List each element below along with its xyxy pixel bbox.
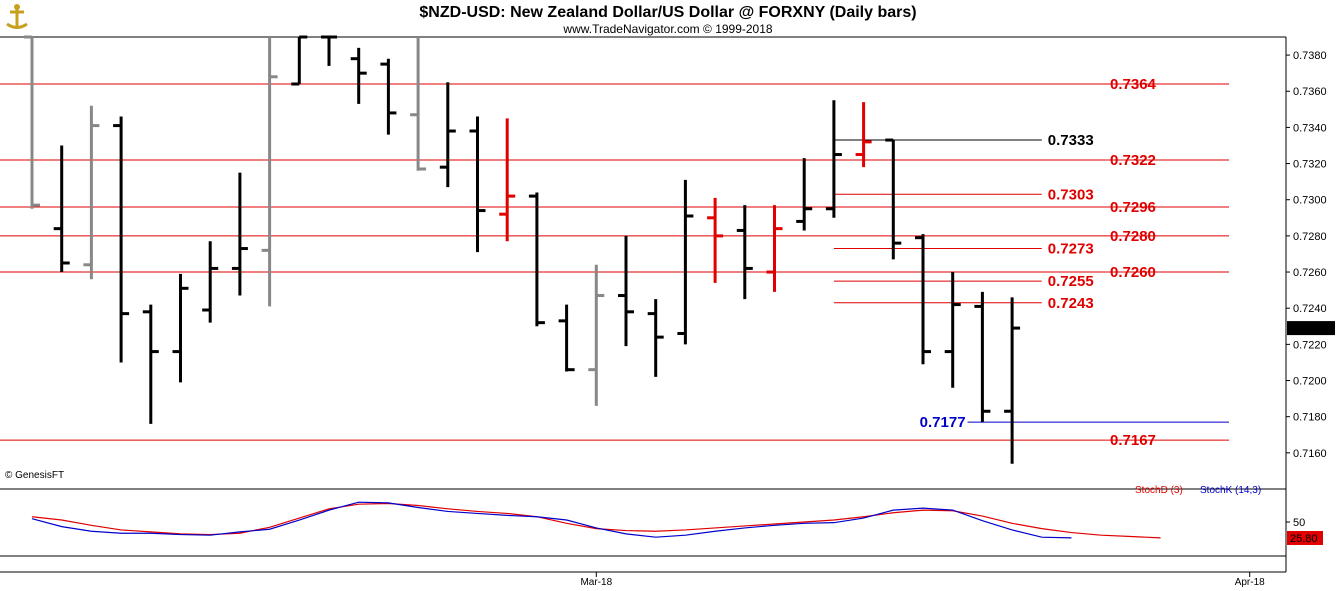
ohlc-bar-2 xyxy=(83,105,100,280)
price-tick-label-8: 0.7320 xyxy=(1293,159,1327,171)
ohlc-bar-31 xyxy=(944,272,961,388)
level-label-0: 0.7364 xyxy=(1110,76,1157,93)
stoch-legend-entry-1: StochK (14,3) xyxy=(1200,485,1261,496)
level-label-10: 0.7177 xyxy=(920,414,966,431)
ohlc-bar-7 xyxy=(231,172,248,296)
ohlc-bar-1 xyxy=(53,145,70,273)
ohlc-bar-19 xyxy=(588,264,605,406)
level-label-7: 0.7260 xyxy=(1110,264,1156,281)
date-tick-label-1: Apr-18 xyxy=(1235,577,1265,588)
chart-subtitle: www.TradeNavigator.com © 1999-2018 xyxy=(562,22,772,36)
last-price-badge xyxy=(1287,321,1335,336)
ohlc-bar-12 xyxy=(380,58,397,135)
price-tick-label-9: 0.7340 xyxy=(1293,122,1327,134)
trade-navigator-logo-icon xyxy=(5,4,29,29)
ohlc-bar-0 xyxy=(24,35,40,209)
price-axis: 0.7160 0.7180 0.7200 0.7220 0.7240 0.7260 0.72… xyxy=(1286,50,1335,460)
level-label-4: 0.7296 xyxy=(1110,199,1156,216)
ohlc-bar-18 xyxy=(558,304,575,372)
ohlc-bar-22 xyxy=(677,179,694,345)
ohlc-bar-24 xyxy=(736,205,753,300)
level-label-1: 0.7333 xyxy=(1048,132,1094,149)
ohlc-bar-29 xyxy=(885,138,902,260)
level-label-2: 0.7322 xyxy=(1110,152,1156,169)
ohlc-bar-9 xyxy=(291,35,308,86)
ohlc-bar-20 xyxy=(618,235,634,347)
stoch-tick-label-0: 50 xyxy=(1293,517,1305,529)
price-tick-label-1: 0.7180 xyxy=(1293,412,1327,424)
ohlc-bar-26 xyxy=(796,158,813,231)
price-tick-label-11: 0.7380 xyxy=(1293,50,1327,62)
price-tick-label-7: 0.7300 xyxy=(1293,195,1327,207)
price-tick-label-4: 0.7240 xyxy=(1293,303,1327,315)
chart-title: $NZD-USD: New Zealand Dollar/US Dollar @… xyxy=(419,4,916,21)
stoch-series-line-1 xyxy=(31,501,1072,539)
genesis-watermark: © GenesisFT xyxy=(5,470,64,481)
ohlc-bar-33 xyxy=(1004,297,1021,464)
stochastic-legend: StochD (3) StochK (14,3) xyxy=(1135,485,1261,496)
price-tick-label-0: 0.7160 xyxy=(1293,448,1327,460)
ohlc-bar-16 xyxy=(499,118,516,242)
price-tick-label-6: 0.7280 xyxy=(1293,231,1327,243)
ohlc-bar-23 xyxy=(707,197,724,283)
price-panel: 0.7364 0.7333 0.7322 0.7303 0.7296 0.7280 0.72… xyxy=(0,35,1335,573)
ohlc-bar-17 xyxy=(528,192,545,327)
stoch-last-value-label: 25.80 xyxy=(1290,533,1318,545)
stochastic-lines xyxy=(31,501,1161,539)
ohlc-bar-5 xyxy=(172,273,189,383)
ohlc-bars xyxy=(24,35,1021,464)
ohlc-bar-4 xyxy=(142,304,159,424)
ohlc-bar-6 xyxy=(202,241,219,323)
ohlc-bar-27 xyxy=(825,100,842,218)
ohlc-bar-32 xyxy=(974,291,991,423)
ohlc-bar-11 xyxy=(350,47,367,104)
ohlc-bar-3 xyxy=(113,116,130,363)
price-tick-label-2: 0.7200 xyxy=(1293,376,1327,388)
stoch-last-value-badge xyxy=(1287,530,1323,545)
date-tick-label-0: Mar-18 xyxy=(580,577,612,588)
level-label-11: 0.7167 xyxy=(1110,432,1156,449)
date-axis: Mar-18 Apr-18 xyxy=(580,572,1265,588)
stoch-legend-entry-0: StochD (3) xyxy=(1135,485,1183,496)
stochastic-panel: StochD (3) StochK (14,3) 50 25.80 xyxy=(31,485,1323,545)
level-label-3: 0.7303 xyxy=(1048,186,1094,203)
ohlc-bar-13 xyxy=(410,37,427,171)
price-tick-label-3: 0.7220 xyxy=(1293,339,1327,351)
level-labels: 0.7364 0.7333 0.7322 0.7303 0.7296 0.7280 0.72… xyxy=(920,76,1157,449)
ohlc-bar-14 xyxy=(439,82,456,188)
price-tick-label-10: 0.7360 xyxy=(1293,86,1327,98)
ohlc-bar-30 xyxy=(915,234,931,365)
level-label-5: 0.7280 xyxy=(1110,228,1156,245)
level-label-8: 0.7255 xyxy=(1048,273,1094,290)
ohlc-bar-25 xyxy=(766,205,783,292)
price-tick-label-5: 0.7260 xyxy=(1293,267,1327,279)
ohlc-bar-8 xyxy=(261,37,278,307)
level-label-9: 0.7243 xyxy=(1048,295,1094,312)
stochastic-axis: 50 25.80 xyxy=(1286,517,1323,545)
ohlc-bar-28 xyxy=(855,102,872,168)
level-label-6: 0.7273 xyxy=(1048,241,1094,258)
ohlc-bar-10 xyxy=(321,35,337,66)
ohlc-bar-21 xyxy=(647,299,664,377)
ohlc-bar-15 xyxy=(469,116,486,253)
last-price-label: 0.7229 xyxy=(1291,323,1325,335)
